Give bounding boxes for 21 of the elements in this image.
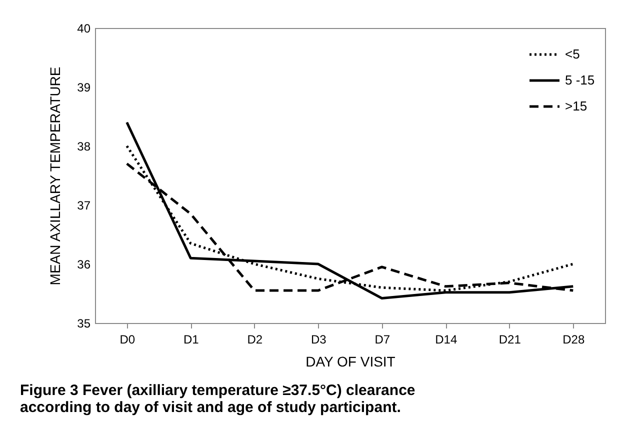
- x-tick-label: D1: [183, 332, 200, 346]
- x-tick-label: D21: [498, 332, 522, 346]
- legend-label: >15: [565, 98, 588, 114]
- x-tick-label: D7: [374, 332, 390, 346]
- y-tick-label: 40: [77, 22, 91, 36]
- x-tick-label: D2: [247, 332, 263, 346]
- x-tick-label: D0: [120, 332, 136, 346]
- text: Figure 3 Fever (axilliary temperature ≥37.5°C) clearance according to day of visit and age of study participant.: [20, 382, 416, 416]
- legend-label: <5: [565, 46, 580, 62]
- line-series: [126, 121, 574, 300]
- y-tick-label: 35: [77, 316, 91, 330]
- legend-label: 5 -15: [565, 72, 595, 88]
- x-tick-label: D14: [435, 332, 458, 346]
- y-tick-label: 36: [77, 258, 91, 272]
- y-tick-label: 39: [77, 80, 91, 94]
- y-tick-label: 38: [77, 140, 91, 154]
- x-axis-title: DAY OF VISIT: [306, 354, 396, 370]
- y-axis-title: MEAN AXILLARY TEMPERATURE: [47, 66, 64, 286]
- y-tick-label: 37: [77, 198, 91, 212]
- x-tick-label: D28: [562, 332, 585, 346]
- x-tick-label: D3: [310, 332, 327, 346]
